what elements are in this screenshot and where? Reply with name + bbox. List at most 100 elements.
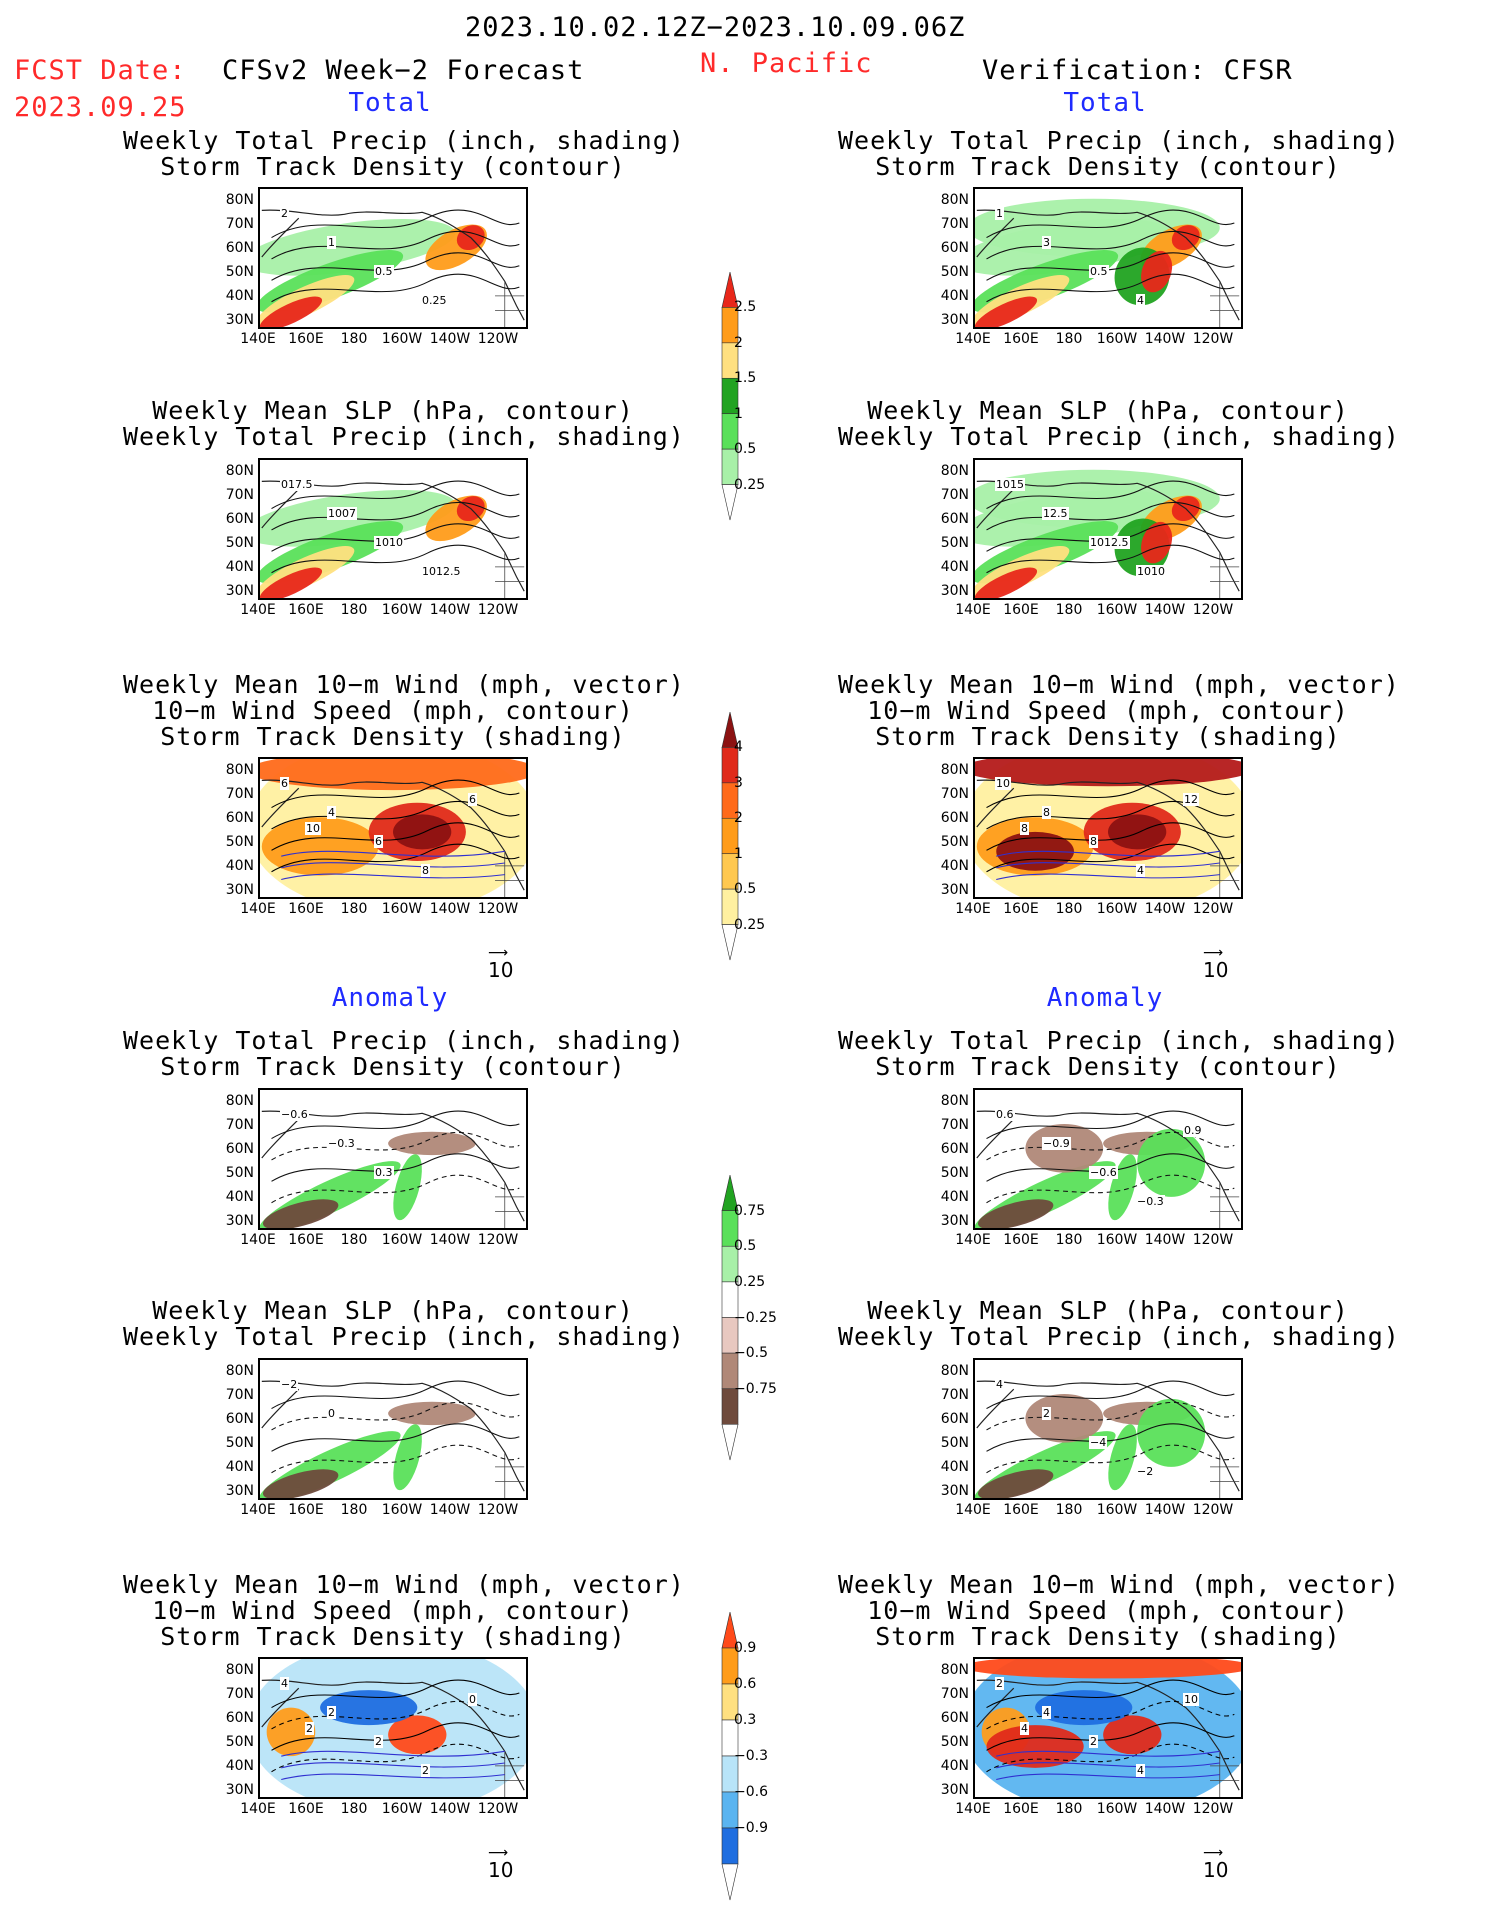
coastline (976, 480, 1240, 592)
contour-line (271, 1743, 520, 1773)
lon-tick-label: 160E (288, 1801, 324, 1817)
contour-label: 4 (1020, 1722, 1029, 1735)
lon-tick-label: 160W (381, 331, 423, 347)
contour-line (271, 1700, 520, 1730)
state-borders (1210, 1452, 1240, 1498)
contour-line (986, 523, 1235, 552)
contour-line (986, 800, 1235, 830)
contour-label: 1010 (1136, 565, 1166, 578)
contour-label: 4 (1136, 1764, 1145, 1777)
lon-tick-label: 160W (1096, 1502, 1138, 1518)
lon-tick-label: 120W (477, 1502, 519, 1518)
date-range-title: 2023.10.02.12Z−2023.10.09.06Z (465, 12, 966, 43)
lat-tick-label: 60N (940, 511, 969, 527)
coastline (261, 1679, 525, 1791)
contour-label: 0.5 (1089, 265, 1109, 278)
map-panel-l-5: −2 0 (258, 1358, 528, 1500)
lat-tick-label: 80N (225, 1093, 254, 1109)
lat-tick-label: 60N (225, 1710, 254, 1726)
anom-shade (1137, 1398, 1206, 1467)
lat-tick-label: 40N (225, 1459, 254, 1475)
contour-line (271, 1174, 520, 1204)
contour-line (271, 779, 520, 809)
panel-title: Weekly Mean 10−m Wind (mph, vector) 10−m… (123, 670, 685, 751)
contour-line (986, 1110, 1235, 1140)
contour-line (271, 480, 520, 510)
contour-line (986, 480, 1235, 510)
contour-line (271, 1423, 520, 1452)
colorbar-label: −0.3 (734, 1748, 768, 1764)
lon-tick-label: 140E (955, 1801, 991, 1817)
lon-tick-label: 160E (288, 901, 324, 917)
state-borders (495, 851, 525, 897)
coastline (261, 217, 300, 258)
lon-tick-label: 160E (1003, 1801, 1039, 1817)
coastline (976, 1380, 1240, 1492)
lon-tick-label: 180 (340, 1232, 368, 1248)
contour-line (986, 843, 1235, 873)
lat-tick-label: 40N (940, 858, 969, 874)
contour-label: 6 (374, 835, 383, 848)
colorbar-storm_anom (721, 1612, 739, 1901)
colorbar-swatch (721, 1863, 739, 1901)
colorbar-label: 1 (734, 845, 743, 862)
lon-tick-label: 160E (288, 1232, 324, 1248)
contour-label: 1 (327, 236, 336, 249)
map-canvas (975, 469, 1240, 598)
contour-line (271, 544, 520, 574)
contour-label: −0.6 (1089, 1166, 1118, 1179)
colorbar-swatch (721, 484, 739, 521)
panel-title: Weekly Mean SLP (hPa, contour) Weekly To… (123, 1296, 685, 1351)
lat-tick-label: 50N (225, 264, 254, 280)
storm-anom-shade (975, 1659, 1241, 1679)
contour-label: 6 (468, 793, 477, 806)
lat-tick-label: 40N (225, 1758, 254, 1774)
lon-tick-label: 180 (1055, 1502, 1083, 1518)
contour-label: 1012.5 (1089, 536, 1130, 549)
lat-tick-label: 80N (940, 1662, 969, 1678)
lat-tick-label: 40N (940, 559, 969, 575)
lon-tick-label: 160W (381, 901, 423, 917)
contour-label: 2 (421, 1764, 430, 1777)
contour-line (271, 1722, 520, 1751)
lon-tick-label: 160E (288, 602, 324, 618)
lon-tick-label: 180 (1055, 1801, 1083, 1817)
arrow-icon: ⟶ (1203, 945, 1224, 961)
lon-tick-label: 140E (240, 1801, 276, 1817)
lat-tick-label: 80N (940, 1363, 969, 1379)
contour-line (281, 850, 505, 857)
lon-tick-label: 120W (1192, 1232, 1234, 1248)
map-canvas (260, 1380, 525, 1498)
fcst-date-value: 2023.09.25 (14, 92, 187, 123)
lat-tick-label: 80N (940, 463, 969, 479)
lon-tick-label: 140W (429, 331, 471, 347)
lon-tick-label: 140W (429, 1502, 471, 1518)
lon-tick-label: 160E (1003, 602, 1039, 618)
colorbar-label: 0.6 (734, 1676, 757, 1692)
contour-line (281, 1762, 505, 1769)
contour-line (986, 501, 1235, 531)
map-panel-r-1: 1 3 0.5 4 (973, 187, 1243, 329)
panel-title: Weekly Mean SLP (hPa, contour) Weekly To… (123, 396, 685, 451)
lon-tick-label: 140W (429, 1232, 471, 1248)
lat-tick-label: 70N (940, 216, 969, 232)
lat-tick-label: 60N (940, 1141, 969, 1157)
section-total-right: Total (1063, 88, 1147, 118)
state-borders (495, 1182, 525, 1228)
lat-tick-label: 30N (940, 583, 969, 599)
contour-label: 0.3 (374, 1166, 394, 1179)
contour-label: 2 (280, 207, 289, 220)
lat-tick-label: 50N (940, 264, 969, 280)
contour-line (986, 1444, 1235, 1474)
lon-tick-label: 140W (429, 901, 471, 917)
lat-tick-label: 30N (225, 882, 254, 898)
coastline (261, 1380, 525, 1492)
contour-label: −4 (1089, 1436, 1108, 1449)
contour-label: 8 (1089, 835, 1098, 848)
lon-tick-label: 120W (477, 1801, 519, 1817)
colorbar-precip_total (721, 272, 739, 521)
map-panel-l-1: 2 1 0.5 0.25 (258, 187, 528, 329)
lon-tick-label: 140W (1144, 1232, 1186, 1248)
map-panel-l-4: −0.6 −0.3 0.3 (258, 1088, 528, 1230)
lon-tick-label: 140E (955, 901, 991, 917)
